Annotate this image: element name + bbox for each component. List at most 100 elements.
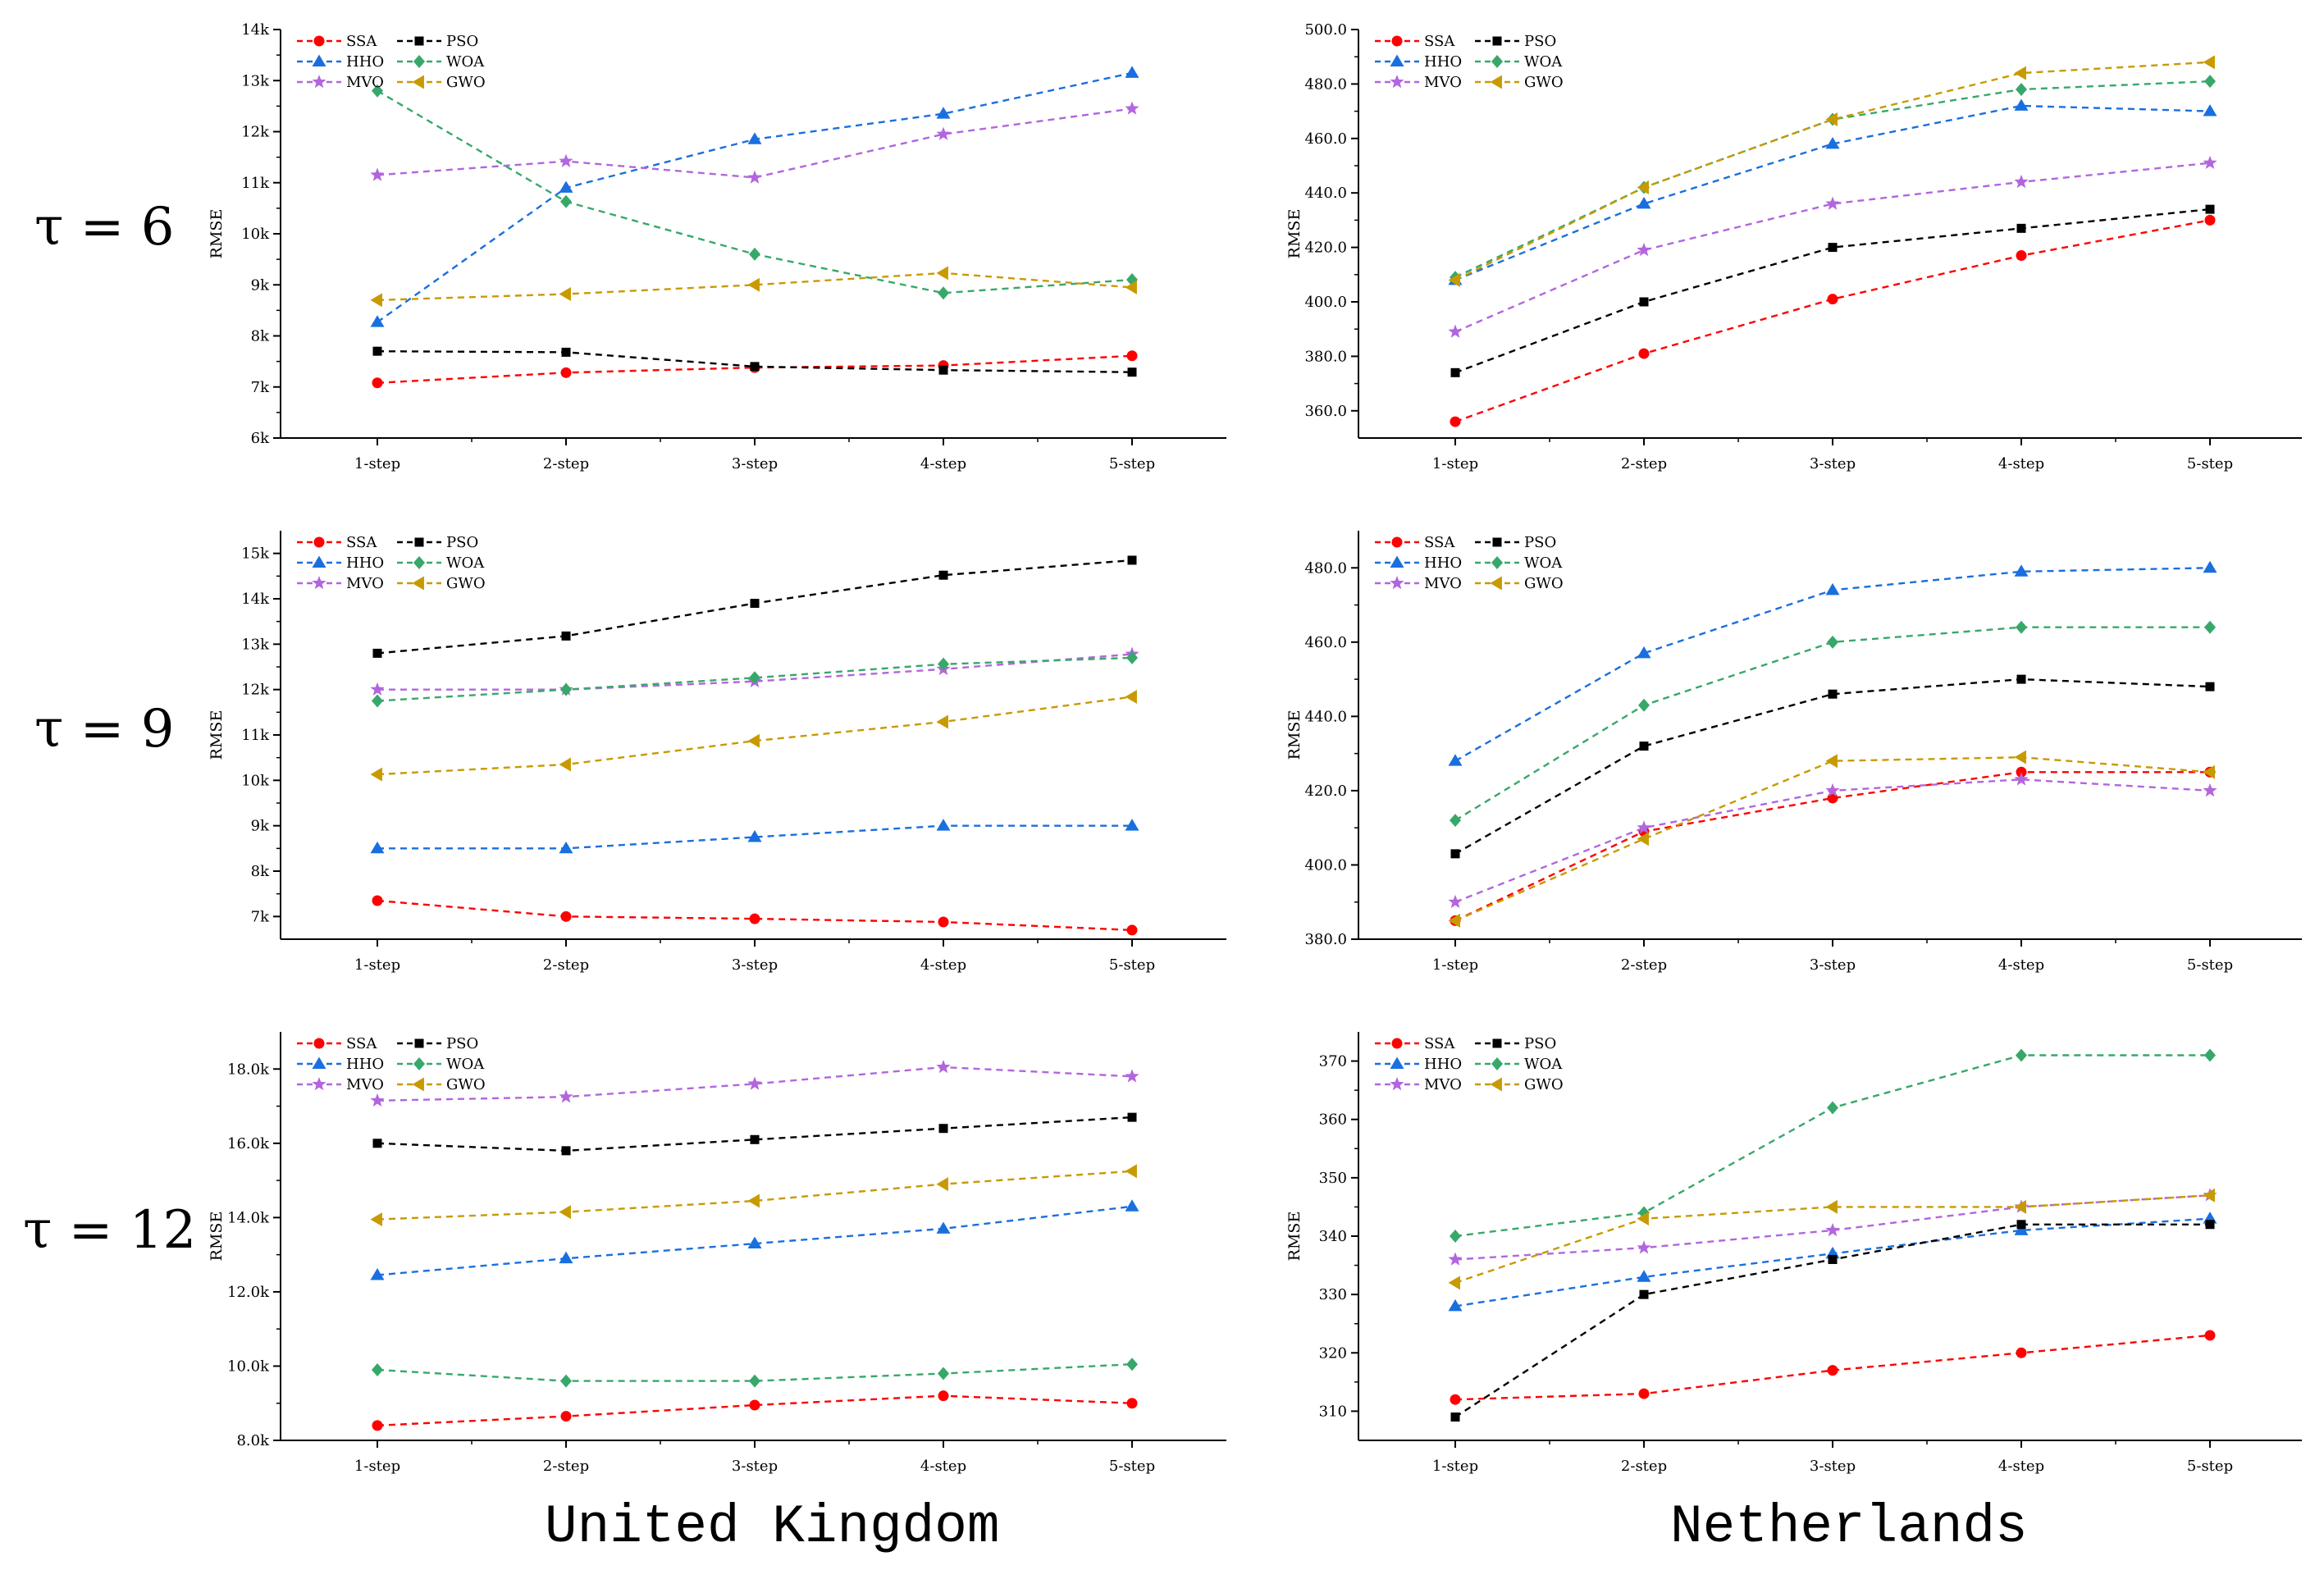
legend-marker-pso [1492, 1038, 1502, 1048]
series-line-gwo [377, 696, 1133, 776]
data-point-hho [559, 841, 573, 854]
data-point-woa [372, 694, 383, 708]
data-point-hho [747, 132, 762, 144]
y-tick-label: 330 [1319, 1286, 1347, 1303]
data-point-mvo [936, 126, 951, 140]
y-tick-label: 420.0 [1304, 783, 1347, 800]
data-point-pso [1828, 243, 1838, 253]
data-point-ssa [1126, 924, 1138, 936]
data-point-mvo [1125, 101, 1139, 115]
data-point-gwo [2203, 764, 2215, 779]
data-point-pso [2016, 674, 2026, 684]
y-tick-label: 10k [241, 226, 270, 243]
data-point-woa [938, 286, 949, 300]
legend: SSA PSO HHO WOA MVO GWO [1375, 534, 1564, 592]
x-tick-label: 2-step [543, 455, 589, 472]
x-tick-label: 5-step [2187, 1458, 2233, 1475]
y-tick-label: 460.0 [1304, 130, 1347, 148]
data-point-pso [372, 346, 382, 356]
data-point-gwo [747, 1193, 760, 1208]
legend-label-mvo: MVO [1424, 74, 1462, 91]
data-point-gwo [1825, 1199, 1838, 1214]
data-point-ssa [372, 895, 383, 906]
legend-label-mvo: MVO [346, 575, 384, 592]
legend-label-hho: HHO [1424, 53, 1462, 71]
data-point-gwo [370, 293, 382, 308]
y-axis-label: RMSE [208, 1212, 226, 1262]
column-label-netherlands: Netherlands [1670, 1496, 2028, 1558]
data-point-pso [1639, 297, 1649, 307]
legend-marker-mvo [1390, 1077, 1404, 1091]
data-point-hho [2203, 560, 2217, 573]
x-tick-label: 5-step [1109, 455, 1155, 472]
y-tick-label: 12k [241, 682, 270, 699]
y-axis-label: RMSE [1285, 1212, 1304, 1262]
data-point-gwo [2014, 750, 2026, 764]
data-point-mvo [1637, 1240, 1651, 1254]
legend-label-gwo: GWO [446, 575, 486, 592]
legend-label-hho: HHO [346, 53, 384, 71]
legend-label-gwo: GWO [1524, 1076, 1564, 1093]
x-tick-label: 4-step [920, 956, 966, 974]
chart-panel-9-netherlands: 380.0 400.0 420.0 440.0 460.0 480.0 RMSE 1-step… [1285, 531, 2302, 974]
chart-panel-9-united-kingdom: 7k 8k 9k 10k 11k 12k 13k 14k 15k RMSE 1-step 2-step… [208, 531, 1226, 974]
chart-panel-6-netherlands: 360.0 380.0 400.0 420.0 440.0 460.0 480.0 500.0… [1285, 21, 2302, 472]
data-point-hho [2014, 564, 2029, 577]
y-tick-label: 14.0k [227, 1209, 270, 1226]
legend-label-gwo: GWO [1524, 74, 1564, 91]
y-tick-label: 8k [251, 863, 270, 880]
y-tick-label: 13k [241, 636, 270, 653]
series-line-gwo [1454, 61, 2211, 281]
data-point-pso [1450, 849, 1460, 859]
legend-label-woa: WOA [1524, 53, 1563, 71]
data-point-pso [750, 1134, 760, 1144]
data-point-ssa [2016, 1347, 2027, 1358]
data-point-mvo [559, 1089, 573, 1103]
data-point-pso [1639, 742, 1649, 751]
legend-marker-woa [413, 556, 425, 569]
data-point-gwo [936, 266, 948, 281]
y-axis-label: RMSE [208, 710, 226, 760]
column-label-united-kingdom: United Kingdom [545, 1496, 1000, 1558]
data-point-gwo [1448, 272, 1460, 287]
data-point-woa [560, 682, 572, 696]
y-tick-label: 380.0 [1304, 931, 1347, 948]
x-tick-label: 4-step [920, 1458, 966, 1475]
data-point-gwo [2203, 1188, 2215, 1203]
data-point-pso [1450, 367, 1460, 377]
x-tick-label: 5-step [1109, 1458, 1155, 1475]
legend-label-woa: WOA [446, 554, 485, 572]
data-point-hho [1125, 1199, 1139, 1212]
series-line-hho [1454, 104, 2211, 281]
series-line-mvo [377, 107, 1133, 179]
data-point-pso [1127, 555, 1137, 565]
data-point-woa [1638, 698, 1650, 712]
legend-marker-ssa [313, 1038, 325, 1049]
data-point-mvo [2014, 174, 2029, 189]
legend-label-woa: WOA [1524, 554, 1563, 572]
data-point-hho [936, 107, 951, 119]
chart-panel-6-united-kingdom: 6k 7k 8k 9k 10k 11k 12k 13k 14k RMSE 1-step 2-step 3… [208, 21, 1226, 472]
chart-panel-12-united-kingdom: 8.0k 10.0k 12.0k 14.0k 16.0k 18.0k RMSE 1-step 2… [208, 1032, 1226, 1475]
legend-label-gwo: GWO [446, 1076, 486, 1093]
data-point-mvo [1637, 242, 1651, 257]
y-tick-label: 12.0k [227, 1284, 270, 1301]
y-tick-label: 11k [241, 727, 270, 744]
x-tick-label: 4-step [920, 455, 966, 472]
data-point-pso [938, 1124, 948, 1134]
x-tick-label: 3-step [1810, 455, 1856, 472]
data-point-hho [2014, 1223, 2029, 1235]
y-tick-label: 320 [1319, 1344, 1347, 1362]
legend-label-pso: PSO [1524, 1035, 1556, 1052]
y-tick-label: 7k [251, 379, 270, 396]
data-point-pso [1639, 1289, 1649, 1299]
legend-label-woa: WOA [1524, 1056, 1563, 1073]
data-point-pso [1828, 1254, 1838, 1264]
legend-marker-gwo [412, 75, 424, 89]
legend: SSA PSO HHO WOA MVO GWO [297, 534, 486, 592]
data-point-pso [372, 648, 382, 658]
legend-marker-hho [312, 1056, 326, 1069]
data-point-hho [559, 1251, 573, 1264]
data-point-gwo [370, 1212, 382, 1227]
data-point-ssa [938, 916, 949, 928]
